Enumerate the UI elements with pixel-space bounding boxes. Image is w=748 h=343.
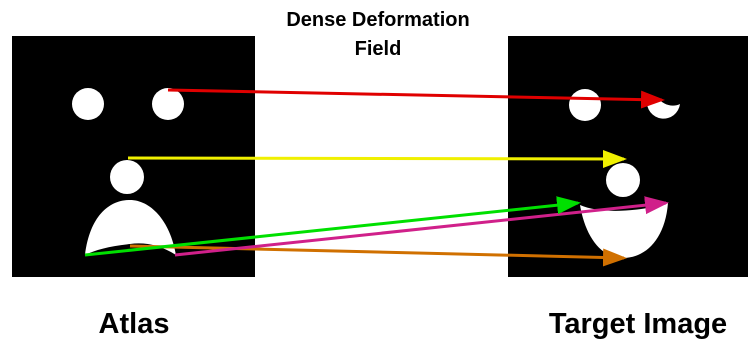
page: Dense Deformation Field Atlas Target Ima… — [0, 0, 748, 343]
arrow — [128, 158, 624, 159]
title-line: Dense Deformation — [286, 9, 469, 31]
diagram: Dense Deformation Field Atlas Target Ima… — [0, 0, 748, 343]
image-label: Atlas — [99, 308, 170, 340]
target-image — [508, 36, 748, 277]
image-label: Target Image — [549, 308, 727, 340]
title-line: Field — [355, 38, 402, 60]
